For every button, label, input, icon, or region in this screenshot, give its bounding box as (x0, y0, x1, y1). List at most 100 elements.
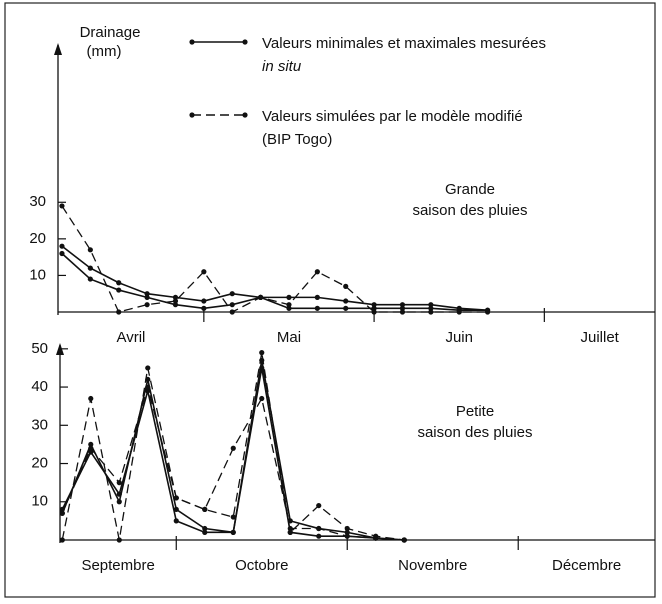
point (373, 535, 379, 541)
point (116, 287, 122, 293)
month-label: Avril (116, 329, 145, 346)
point (145, 365, 151, 371)
point (59, 510, 65, 516)
point (286, 305, 292, 311)
point (59, 243, 65, 249)
season-label: Grande (445, 181, 495, 198)
point (230, 445, 236, 451)
point (202, 525, 208, 532)
point (314, 294, 320, 300)
point (116, 491, 122, 497)
point (144, 302, 150, 308)
month-label: Juin (445, 329, 473, 346)
point (88, 395, 94, 402)
point (230, 514, 236, 520)
y-tick-label: 30 (29, 193, 46, 210)
point (428, 309, 434, 315)
point (399, 309, 406, 315)
series-line (61, 252, 488, 311)
y-tick-label: 20 (31, 454, 48, 471)
point (201, 298, 207, 304)
legend-text: Valeurs minimales et maximales mesurées (262, 35, 546, 52)
point (371, 309, 377, 315)
series-line (61, 245, 488, 311)
y-tick-label: 10 (29, 266, 46, 283)
point (399, 305, 406, 311)
legend-dot (189, 112, 195, 118)
y-axis-label: Drainage (80, 24, 141, 41)
month-label: Juillet (580, 329, 619, 346)
point (201, 269, 207, 275)
point (316, 533, 322, 539)
point (286, 302, 292, 308)
legend-dot (242, 112, 248, 118)
point (88, 445, 94, 451)
month-label: Novembre (398, 557, 467, 574)
point (172, 298, 179, 304)
season-label: saison des pluies (412, 202, 527, 219)
point (229, 302, 235, 308)
frame (4, 2, 656, 598)
point (144, 291, 150, 297)
point (287, 525, 293, 532)
point (229, 309, 235, 315)
point (202, 529, 208, 535)
legend-dot (242, 39, 248, 45)
point (59, 203, 65, 209)
point (87, 276, 93, 282)
legend-dot (189, 39, 195, 45)
point (87, 247, 93, 253)
point (344, 533, 350, 539)
point (371, 305, 377, 311)
point (259, 350, 265, 356)
month-label: Décembre (552, 557, 621, 574)
y-tick-label: 10 (31, 493, 48, 510)
y-tick-label: 30 (31, 416, 48, 433)
point (344, 529, 350, 535)
month-label: Septembre (81, 557, 154, 574)
point (116, 499, 122, 505)
point (59, 250, 65, 257)
month-label: Mai (277, 329, 301, 346)
point (201, 305, 207, 311)
legend-text: Valeurs simulées par le modèle modifié (262, 108, 523, 125)
point (316, 525, 322, 532)
point (229, 291, 235, 297)
point (259, 365, 265, 371)
point (87, 265, 93, 271)
point (257, 294, 264, 300)
season-label: saison des pluies (417, 424, 532, 441)
point (484, 309, 491, 315)
point (173, 506, 179, 513)
series-line (61, 205, 488, 313)
point (371, 302, 377, 308)
point (428, 302, 434, 308)
y-tick-label: 20 (29, 230, 46, 247)
point (116, 480, 122, 486)
month-label: Octobre (235, 557, 288, 574)
season-label: Petite (456, 403, 494, 420)
point (88, 441, 94, 448)
point (314, 269, 320, 275)
point (428, 305, 434, 311)
point (259, 395, 265, 402)
point (202, 506, 208, 513)
point (401, 537, 407, 543)
point (59, 537, 65, 543)
point (173, 518, 179, 524)
point (399, 302, 406, 308)
point (230, 529, 236, 535)
point (456, 309, 462, 315)
point (286, 294, 292, 300)
point (344, 525, 350, 532)
point (287, 529, 293, 535)
y-tick-label: 40 (31, 378, 48, 395)
point (116, 537, 122, 543)
point (172, 302, 179, 308)
point (343, 283, 349, 289)
legend-text: in situ (262, 58, 302, 75)
y-axis-label: (mm) (87, 43, 122, 60)
point (172, 294, 179, 300)
y-tick-label: 50 (31, 340, 48, 357)
